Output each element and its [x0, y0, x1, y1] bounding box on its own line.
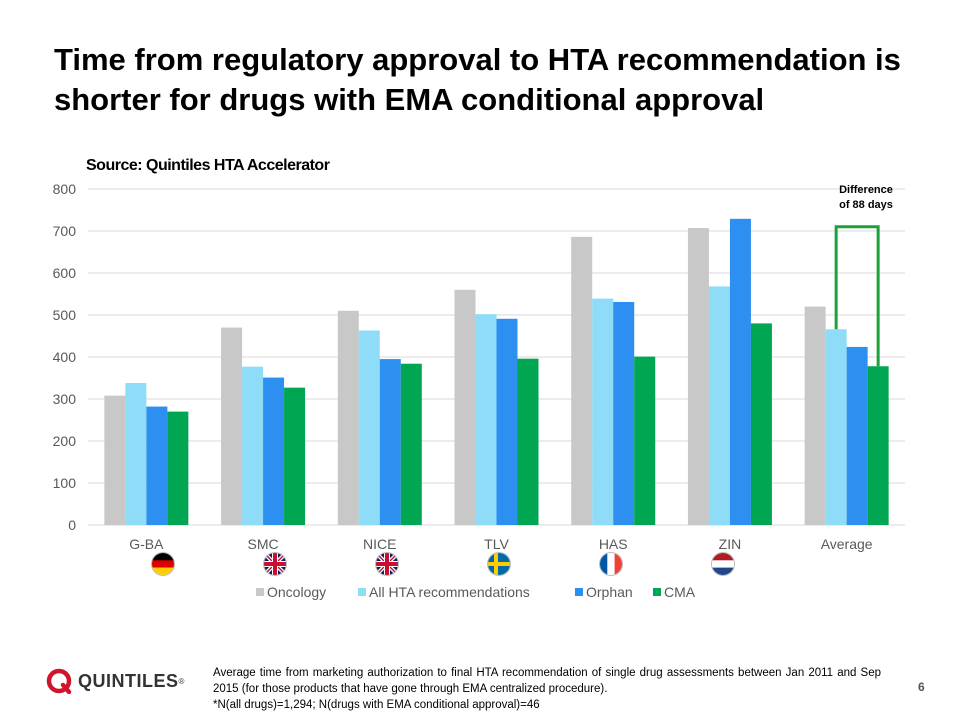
- y-tick-label: 200: [53, 433, 77, 449]
- bar-cma: [634, 356, 656, 525]
- bar-cma: [400, 363, 422, 525]
- sweden-flag-icon: [488, 553, 510, 575]
- legend-label: CMA: [664, 584, 696, 600]
- chart-legend: Oncology All HTA recommendations Orphan CMA: [256, 584, 696, 600]
- x-tick-label: HAS: [599, 536, 628, 552]
- bar-oncology: [454, 289, 476, 525]
- legend-label: Oncology: [267, 584, 326, 600]
- bar-oncology: [687, 228, 709, 525]
- y-tick-label: 500: [53, 307, 77, 323]
- bar-all-hta-recommendations: [825, 329, 847, 525]
- page-number: 6: [918, 680, 925, 694]
- bar-chart: 0 100 200 300 400 500 600 700 800 G-BA SMC NICE TLV H…: [53, 181, 905, 600]
- legend-label: All HTA recommendations: [369, 584, 530, 600]
- bar-all-hta-recommendations: [242, 366, 264, 525]
- bar-orphan: [263, 377, 285, 525]
- y-tick-label: 0: [68, 517, 76, 533]
- legend-label: Orphan: [586, 584, 633, 600]
- bar-orphan: [846, 346, 868, 525]
- bar-oncology: [221, 327, 243, 525]
- slide-title: Time from regulatory approval to HTA rec…: [54, 42, 901, 117]
- y-tick-label: 100: [53, 475, 77, 491]
- x-tick-label: Average: [821, 536, 873, 552]
- footnote-line-2: *N(all drugs)=1,294; N(drugs with EMA co…: [213, 699, 540, 711]
- quintiles-logo: QUINTILES ®: [46, 667, 184, 695]
- x-tick-label: TLV: [484, 536, 509, 552]
- bar-oncology: [337, 310, 359, 525]
- legend-swatch-orphan: [575, 588, 583, 596]
- quintiles-logo-icon: [46, 668, 72, 694]
- x-tick-label: ZIN: [719, 536, 742, 552]
- bar-orphan: [729, 218, 751, 525]
- annotation-line-1: Difference: [839, 184, 893, 196]
- bar-cma: [750, 323, 772, 525]
- logo-text: QUINTILES: [78, 670, 179, 691]
- bar-oncology: [571, 236, 593, 525]
- bar-cma: [167, 411, 189, 525]
- bar-cma: [867, 366, 889, 525]
- bar-orphan: [379, 359, 401, 525]
- legend-swatch-cma: [653, 588, 661, 596]
- bar-orphan: [496, 318, 518, 525]
- y-tick-label: 300: [53, 391, 77, 407]
- x-tick-label: G-BA: [129, 536, 164, 552]
- france-flag-icon: [600, 553, 622, 575]
- uk-flag-icon: [376, 553, 398, 575]
- bar-all-hta-recommendations: [358, 330, 380, 525]
- germany-flag-icon: [152, 553, 174, 575]
- y-tick-label: 400: [53, 349, 77, 365]
- difference-bracket: [834, 225, 880, 367]
- uk-flag-icon: [264, 553, 286, 575]
- logo-registered-mark: ®: [178, 676, 185, 686]
- annotation-line-2: of 88 days: [839, 199, 893, 211]
- bar-all-hta-recommendations: [708, 286, 730, 525]
- x-tick-label: NICE: [363, 536, 396, 552]
- source-label: Source: Quintiles HTA Accelerator: [86, 157, 330, 174]
- y-tick-label: 600: [53, 265, 77, 281]
- x-tick-label: SMC: [248, 536, 279, 552]
- bar-all-hta-recommendations: [592, 298, 614, 525]
- bar-cma: [517, 358, 539, 525]
- difference-annotation: Difference of 88 days: [834, 184, 893, 367]
- bar-all-hta-recommendations: [475, 314, 497, 525]
- bar-orphan: [613, 301, 635, 525]
- bar-orphan: [146, 406, 168, 525]
- bar-oncology: [804, 306, 826, 525]
- legend-swatch-all-hta-recommendations: [358, 588, 366, 596]
- chart-bars: [104, 218, 889, 525]
- chart-axis: 0 100 200 300 400 500 600 700 800 G-BA SMC NICE TLV H…: [53, 181, 873, 552]
- bar-all-hta-recommendations: [125, 383, 147, 525]
- footnote-line-1: Average time from marketing authorizatio…: [213, 667, 881, 695]
- legend-swatch-oncology: [256, 588, 264, 596]
- footnote: Average time from marketing authorizatio…: [213, 665, 881, 713]
- y-tick-label: 700: [53, 223, 77, 239]
- netherlands-flag-icon: [712, 553, 734, 575]
- y-tick-label: 800: [53, 181, 77, 197]
- bar-oncology: [104, 395, 126, 525]
- bar-cma: [284, 387, 306, 525]
